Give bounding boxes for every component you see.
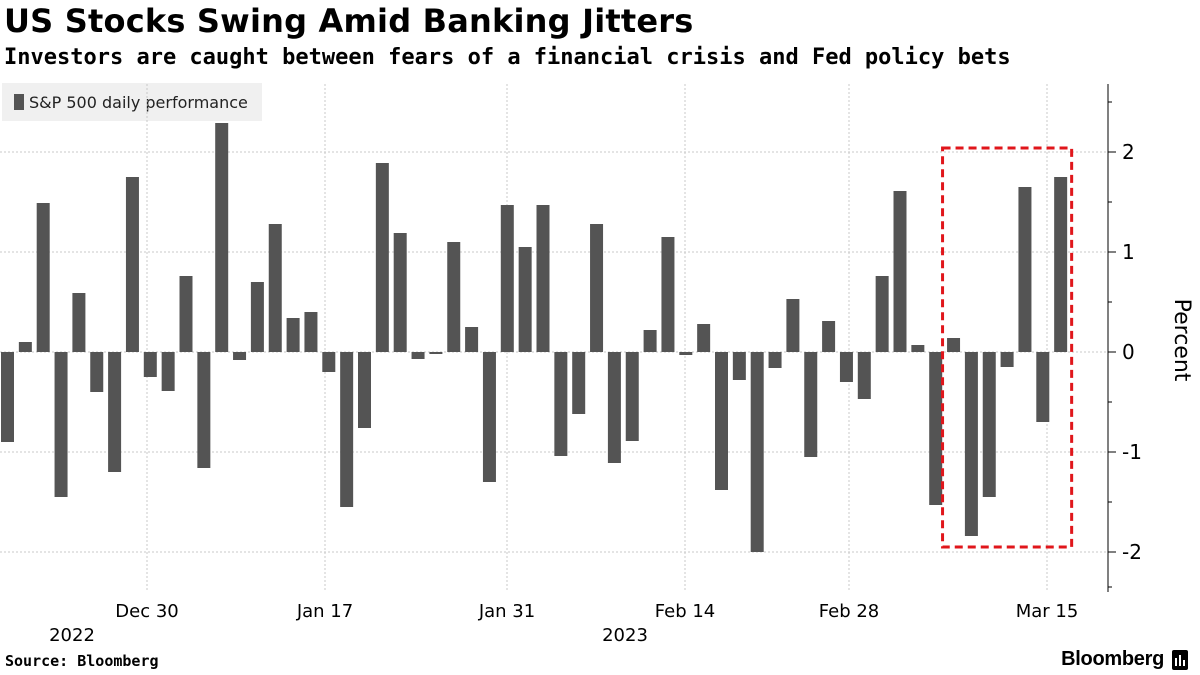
- bar: [197, 352, 211, 468]
- bar: [554, 352, 568, 456]
- bar: [607, 352, 621, 463]
- y-tick-label: -2: [1122, 540, 1142, 564]
- bar: [340, 352, 354, 507]
- bar: [215, 123, 229, 352]
- source-note: Source: Bloomberg: [5, 652, 159, 670]
- x-tick-label: Mar 15: [1016, 601, 1079, 622]
- bar: [447, 242, 461, 352]
- bar: [715, 352, 728, 490]
- bar: [1054, 177, 1068, 352]
- bar: [125, 177, 139, 352]
- bar: [375, 163, 389, 352]
- bar: [947, 338, 961, 352]
- bar: [1036, 352, 1050, 422]
- y-tick-label: -1: [1122, 440, 1142, 464]
- bar: [982, 352, 996, 497]
- x-tick-label: Jan 17: [296, 601, 353, 622]
- chart-subtitle: Investors are caught between fears of a …: [4, 45, 1011, 70]
- bar: [233, 352, 247, 360]
- year-label: 2023: [602, 625, 648, 646]
- bar: [697, 324, 711, 352]
- bar: [268, 224, 282, 352]
- bar: [322, 352, 336, 372]
- bar: [875, 276, 889, 352]
- bar: [429, 352, 443, 354]
- bar: [1, 352, 14, 442]
- y-tick-label: 0: [1122, 340, 1135, 364]
- x-tick-label: Feb 14: [655, 601, 716, 622]
- bar: [72, 293, 86, 352]
- bloomberg-terminal-icon: [1172, 649, 1188, 670]
- bar: [750, 352, 764, 552]
- y-axis-label: Percent: [1169, 299, 1194, 382]
- bar: [929, 352, 943, 505]
- bar: [250, 282, 264, 352]
- bar: [732, 352, 746, 380]
- x-tick-label: Dec 30: [115, 601, 178, 622]
- bar: [625, 352, 639, 441]
- bar: [143, 352, 157, 377]
- bar: [536, 205, 550, 352]
- bar: [286, 318, 300, 352]
- bar: [161, 352, 175, 391]
- bar: [179, 276, 193, 352]
- bar: [411, 352, 425, 359]
- bar: [661, 237, 675, 352]
- legend-label: S&P 500 daily performance: [29, 92, 248, 112]
- bar: [393, 233, 407, 352]
- bar: [964, 352, 978, 536]
- bar: [54, 352, 68, 497]
- bar: [590, 224, 604, 352]
- bar: [857, 352, 871, 399]
- chart-title: US Stocks Swing Amid Banking Jitters: [4, 2, 694, 40]
- bar: [893, 191, 907, 352]
- bar: [304, 312, 318, 352]
- brand-logo: Bloomberg: [1061, 648, 1188, 671]
- bar: [500, 205, 514, 352]
- year-label: 2022: [49, 625, 95, 646]
- legend-swatch: [14, 94, 24, 110]
- y-tick-label: 1: [1122, 240, 1135, 264]
- bar: [482, 352, 496, 482]
- highlight-box: [941, 146, 1074, 549]
- y-tick-label: 2: [1122, 140, 1135, 164]
- bar: [911, 345, 925, 352]
- bar: [90, 352, 104, 392]
- bar: [18, 342, 32, 352]
- bar: [465, 327, 479, 352]
- bar: [572, 352, 586, 414]
- x-tick-label: Feb 28: [819, 601, 880, 622]
- bar: [36, 203, 50, 352]
- bar: [108, 352, 122, 472]
- bar: [518, 247, 532, 352]
- bar: [768, 352, 782, 368]
- bar: [786, 299, 800, 352]
- x-tick-label: Jan 31: [478, 601, 535, 622]
- bar: [839, 352, 853, 382]
- bar: [1018, 187, 1032, 352]
- bar: [358, 352, 371, 428]
- brand-name: Bloomberg: [1061, 648, 1164, 670]
- bar: [679, 352, 693, 355]
- bar: [804, 352, 818, 457]
- legend: S&P 500 daily performance: [2, 83, 262, 121]
- bar: [643, 330, 657, 352]
- bar: [1000, 352, 1014, 367]
- bar: [822, 321, 836, 352]
